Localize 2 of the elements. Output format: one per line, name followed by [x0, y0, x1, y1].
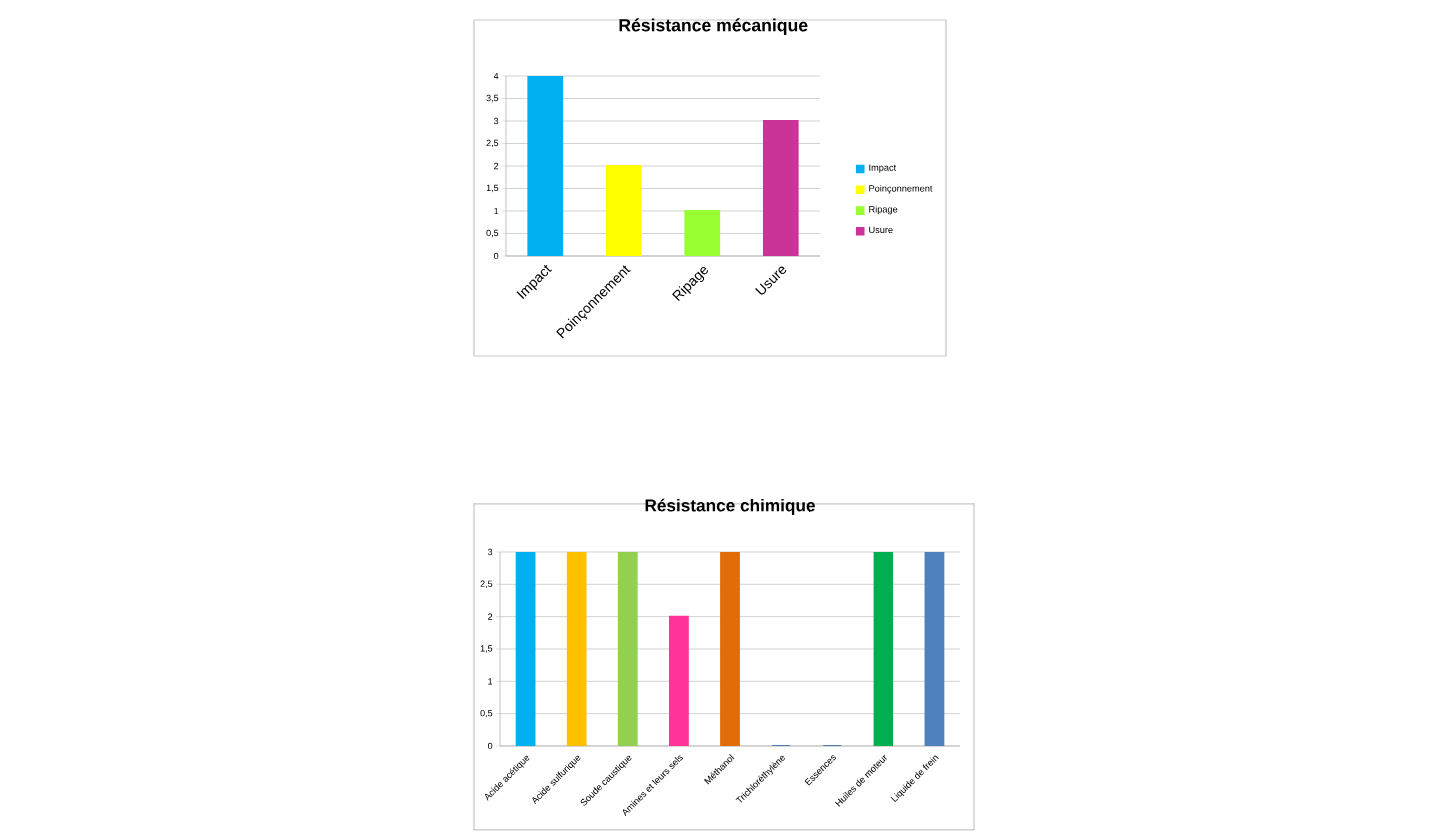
chart-title: Résistance chimique	[645, 498, 815, 515]
chart-title: Résistance mécanique	[619, 18, 808, 35]
